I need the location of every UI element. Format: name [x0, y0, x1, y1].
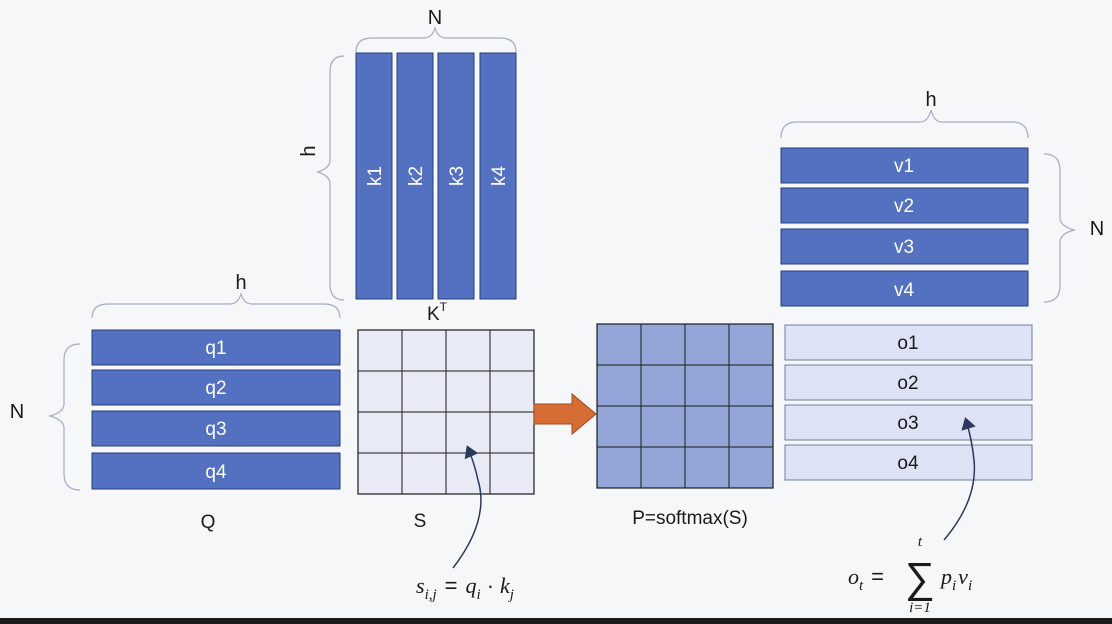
k-transpose-matrix: N h k1 k2 k3 k4 KT: [298, 7, 517, 325]
k-height-brace: [316, 55, 345, 301]
k-width-label: N: [428, 7, 442, 29]
score-pointer-arrow: [452, 445, 482, 569]
output-pointer-arrow: [943, 417, 976, 541]
q-matrix-label: Q: [201, 512, 216, 533]
q-width-label: h: [235, 272, 246, 294]
v-row-4: v4: [780, 270, 1029, 307]
q-row-label: q3: [205, 419, 226, 440]
p-matrix: P=softmax(S): [596, 323, 774, 529]
o-row-2: o2: [784, 364, 1033, 401]
p-matrix-label: P=softmax(S): [632, 508, 748, 529]
q-height-label: N: [10, 401, 24, 423]
v-row-label: v2: [894, 196, 914, 217]
v-height-label: N: [1090, 218, 1104, 240]
o-row-label: o2: [897, 373, 918, 394]
q-row-label: q4: [205, 462, 227, 483]
o-row-label: o1: [897, 333, 918, 354]
v-width-brace: [780, 109, 1029, 139]
o-row-label: o3: [897, 413, 918, 434]
q-matrix: h N q1 q2 q3 q4 Q: [10, 272, 341, 533]
sum-upper-limit: t: [918, 534, 923, 550]
softmax-arrow: [533, 392, 597, 436]
s-matrix-label: S: [414, 511, 427, 532]
sum-symbol: ∑: [905, 554, 935, 601]
o-matrix: o1 o2 o3 o4: [784, 324, 1033, 481]
output-formula: ot = t ∑ i=1 pivi: [848, 534, 972, 616]
q-height-brace: [47, 343, 81, 491]
k-matrix-label: KT: [427, 300, 448, 325]
o-row-1: o1: [784, 324, 1033, 361]
v-height-brace: [1043, 153, 1077, 303]
k-height-label: h: [298, 145, 320, 156]
k-column-label: k3: [447, 166, 468, 186]
k-column-4: k4: [479, 52, 517, 300]
v-row-label: v3: [894, 237, 914, 258]
q-row-label: q2: [205, 378, 226, 399]
k-column-1: k1: [355, 52, 393, 300]
q-row-4: q4: [91, 452, 341, 490]
q-width-brace: [91, 291, 341, 319]
q-row-label: q1: [205, 338, 226, 359]
svg-text:pivi: pivi: [939, 564, 972, 594]
k-column-label: k2: [406, 166, 427, 186]
sum-lower-limit: i=1: [909, 600, 931, 616]
k-width-brace: [355, 25, 517, 53]
v-row-label: v1: [894, 156, 914, 177]
v-matrix: h N v1 v2 v3 v4: [780, 89, 1104, 307]
svg-text:ot=: ot =: [848, 564, 884, 594]
v-width-label: h: [925, 89, 936, 111]
k-column-2: k2: [396, 52, 434, 300]
o-row-4: o4: [784, 444, 1033, 481]
o-row-label: o4: [897, 453, 919, 474]
v-row-label: v4: [894, 280, 915, 301]
q-row-1: q1: [91, 329, 341, 366]
v-row-3: v3: [780, 228, 1029, 265]
bottom-bar: [0, 618, 1112, 624]
s-matrix: S: [357, 329, 535, 532]
k-column-label: k4: [489, 166, 510, 187]
score-formula: si,j = qi · kj: [416, 573, 514, 603]
o-row-3: o3: [784, 404, 1033, 441]
v-row-1: v1: [780, 147, 1029, 184]
k-column-label: k1: [365, 166, 386, 186]
q-row-2: q2: [91, 369, 341, 406]
q-row-3: q3: [91, 410, 341, 447]
v-row-2: v2: [780, 187, 1029, 224]
k-column-3: k3: [437, 52, 475, 300]
